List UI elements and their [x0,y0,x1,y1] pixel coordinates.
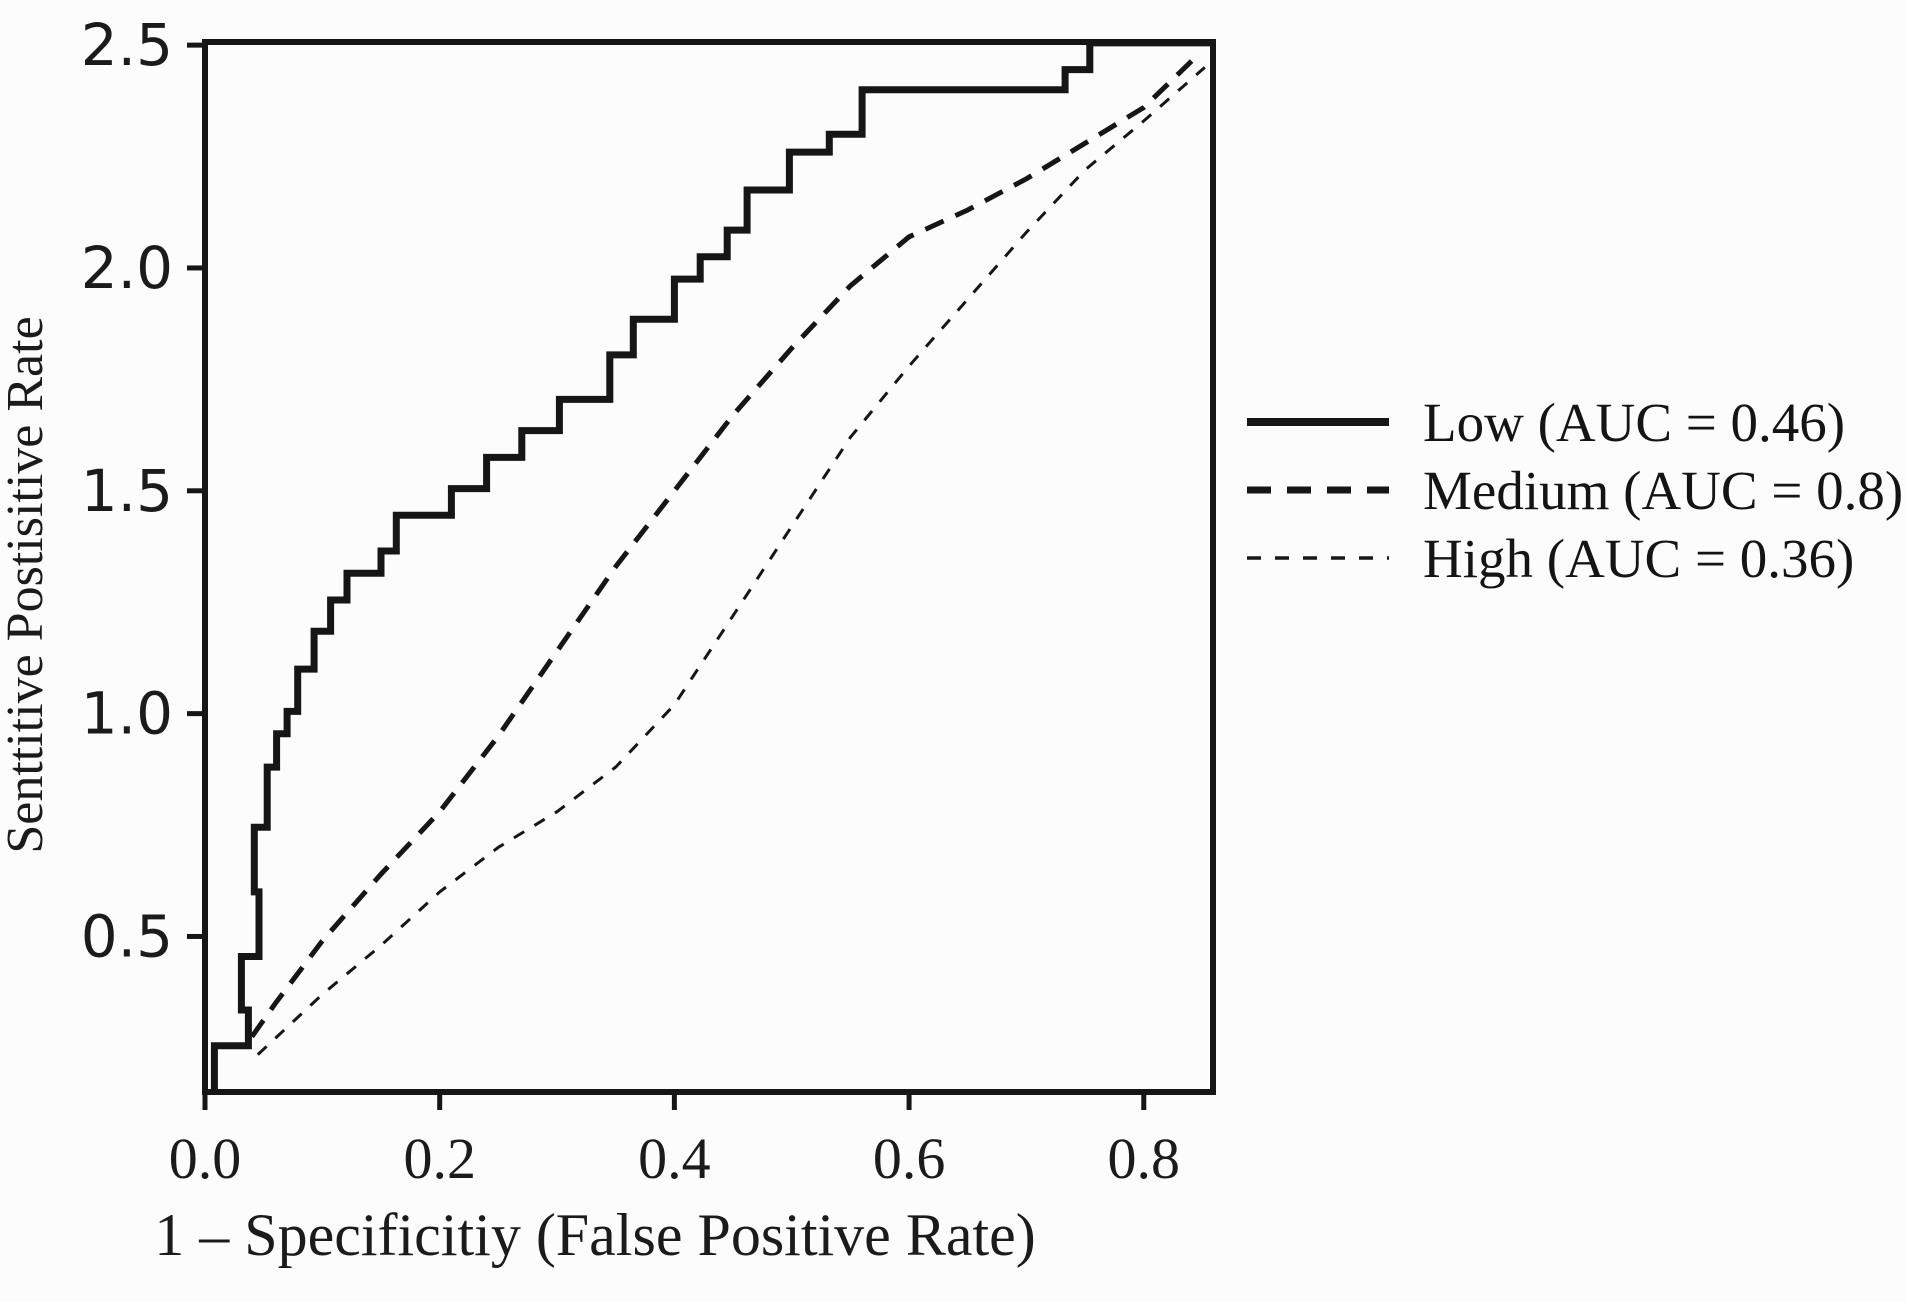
x-axis-title: 1 – Specificitiy (False Positive Rate) [154,1202,1036,1268]
series-line-high [256,66,1206,1056]
legend: Low (AUC = 0.46) Medium (AUC = 0.8) High… [1243,388,1903,592]
legend-label-medium: Medium (AUC = 0.8) [1423,459,1904,521]
x-tick-label: 0.0 [169,1126,242,1191]
series-line-medium [249,56,1196,1039]
y-axis-title: Senttitive Postisitive Rate [0,316,54,853]
y-tick-label: 0.5 [81,902,173,970]
y-tick-label: 2.0 [81,234,173,302]
x-tick-label: 0.6 [873,1126,946,1191]
legend-item-low: Low (AUC = 0.46) [1243,388,1903,456]
plot-frame [202,39,1216,1095]
x-tick-label: 0.2 [403,1126,476,1191]
y-tick-label: 2.5 [81,11,173,79]
legend-item-high: High (AUC = 0.36) [1243,524,1903,592]
y-tick-label: 1.0 [81,680,173,748]
legend-line-dashed-icon [1247,486,1389,494]
series-line-low [210,39,1213,1092]
y-tick-label: 1.5 [81,457,173,525]
legend-line-solid-icon [1247,418,1389,426]
legend-label-low: Low (AUC = 0.46) [1423,391,1846,453]
legend-line-fine-dashed-icon [1247,556,1389,560]
legend-label-high: High (AUC = 0.36) [1423,527,1855,589]
legend-item-medium: Medium (AUC = 0.8) [1243,456,1903,524]
x-tick-label: 0.4 [638,1126,711,1191]
x-tick-label: 0.8 [1108,1126,1181,1191]
